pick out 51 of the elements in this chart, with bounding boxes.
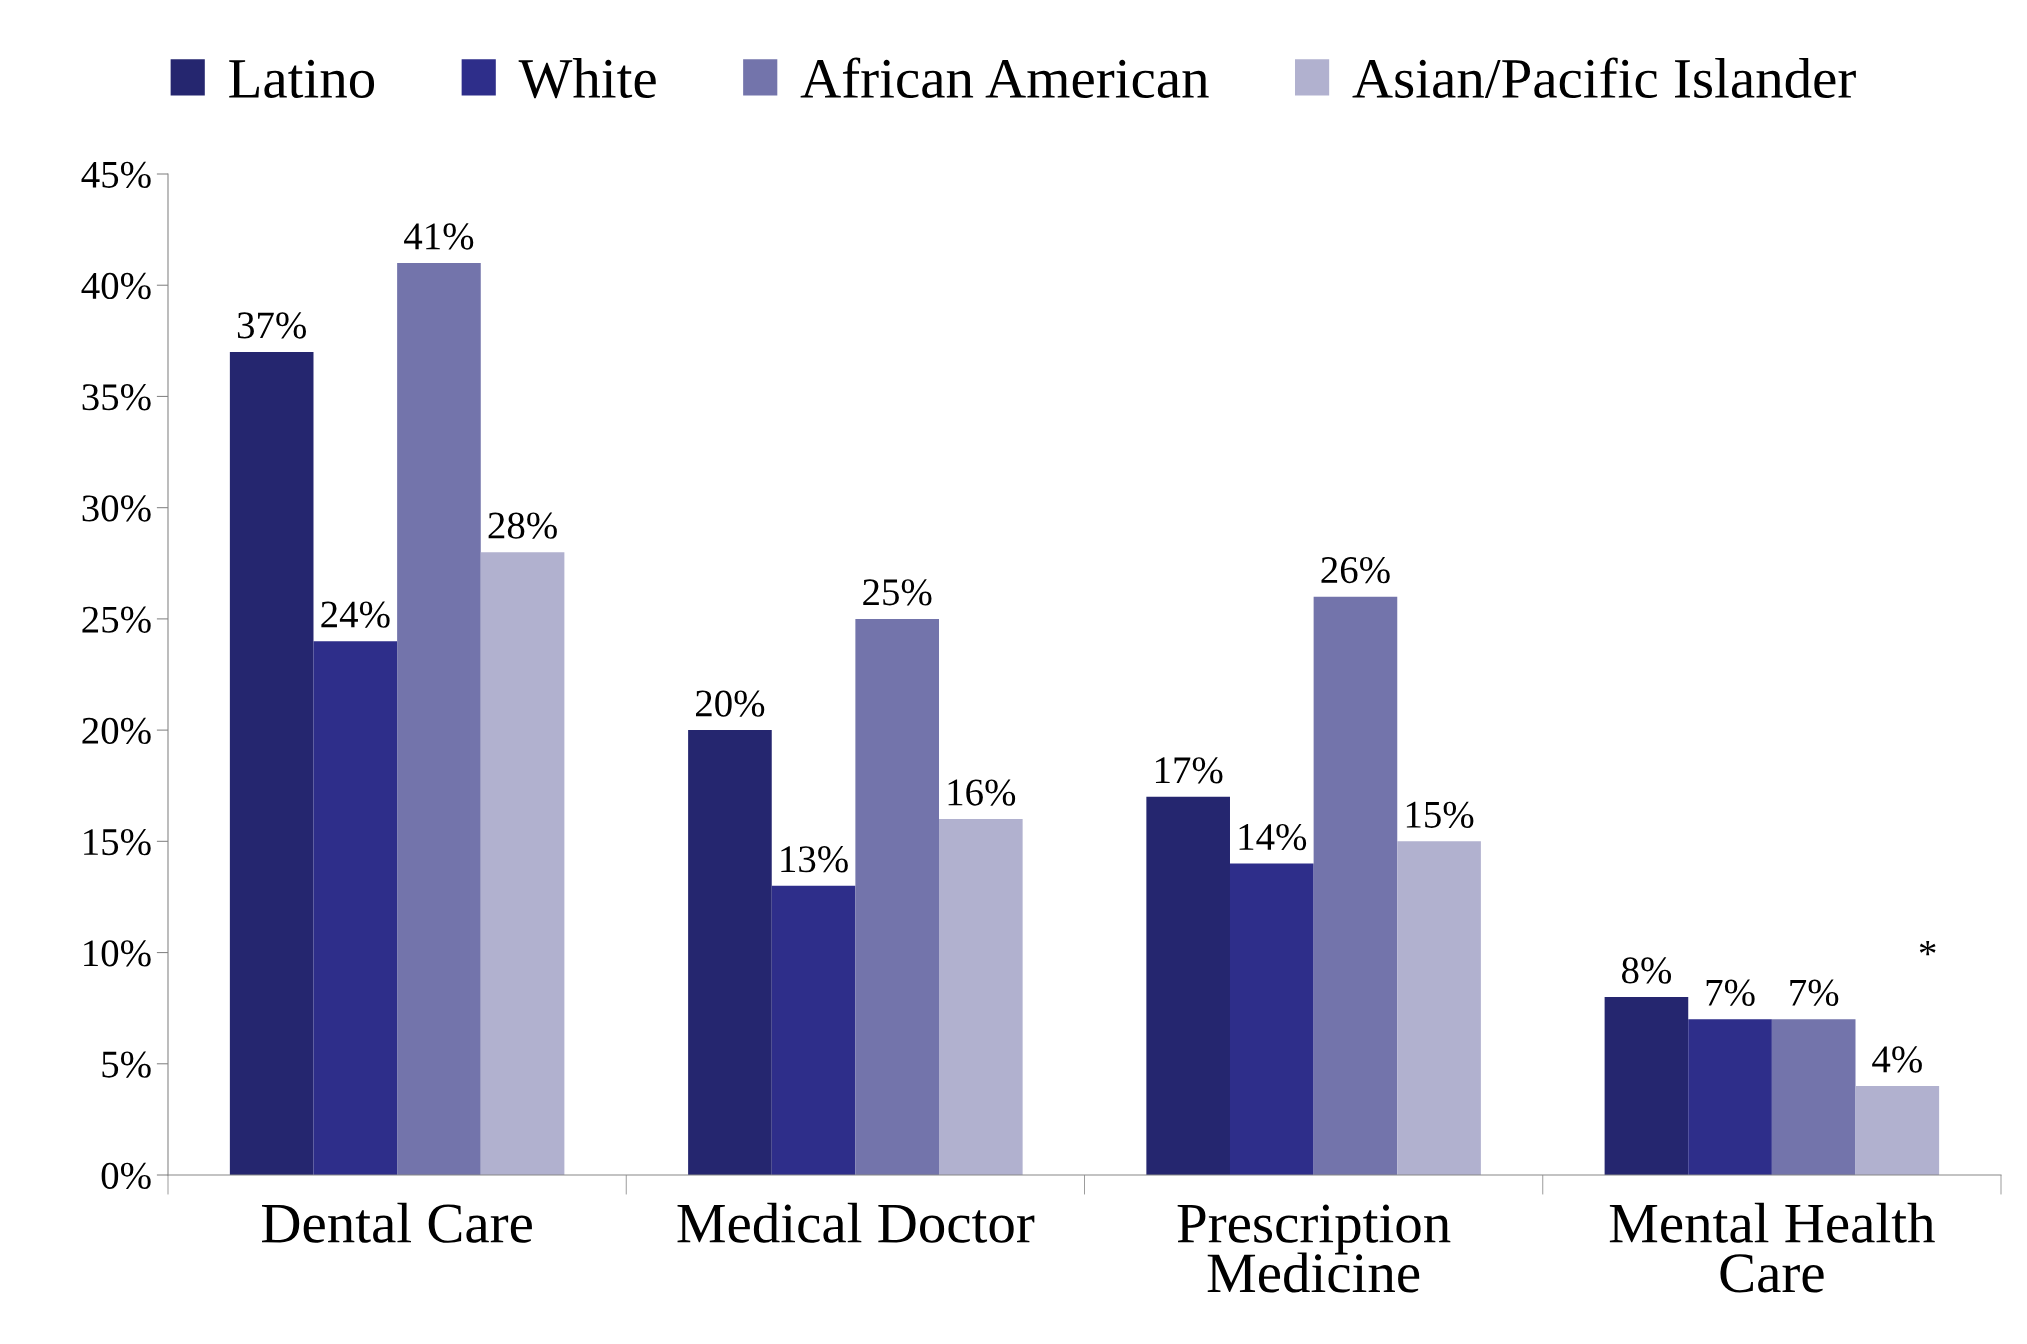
y-tick-label: 5% [102, 1051, 151, 1078]
bar [1397, 841, 1481, 1175]
data-label: 13% [781, 846, 848, 873]
bar [480, 552, 565, 1175]
bar [229, 351, 314, 1175]
data-label: 25% [863, 579, 932, 606]
data-label: 26% [1321, 556, 1390, 584]
data-label: 24% [321, 601, 390, 628]
x-tick-label: Prescription Medicine [1177, 1204, 1451, 1293]
annotation: * [1919, 941, 1936, 956]
bar [1771, 1019, 1856, 1175]
data-label: 14% [1239, 823, 1307, 851]
legend-label: Asian/Pacific Islander [1352, 57, 1856, 99]
y-tick-label: 0% [101, 1162, 151, 1189]
legend-label: Latino [229, 59, 375, 99]
x-tick-label: Medical Doctor [677, 1202, 1035, 1243]
data-label: 28% [488, 512, 557, 539]
data-label: 8% [1621, 957, 1672, 984]
bar [1313, 596, 1398, 1175]
x-tick-label: Mental Health Care [1609, 1202, 1935, 1293]
bar [855, 618, 940, 1175]
bar [313, 641, 398, 1175]
data-label: 4% [1872, 1046, 1922, 1073]
bar [1146, 796, 1230, 1175]
y-tick-label: 15% [84, 828, 151, 856]
bar [397, 262, 481, 1175]
bar [688, 730, 772, 1175]
y-tick-label: 25% [82, 606, 151, 633]
y-tick-label: 10% [84, 940, 151, 967]
y-tick-label: 35% [82, 384, 151, 411]
bar [1229, 863, 1314, 1175]
data-label: 41% [404, 223, 474, 250]
legend-label: White [518, 57, 656, 99]
bar [771, 885, 856, 1175]
y-tick-label: 45% [81, 161, 151, 188]
x-tick-label: Dental Care [262, 1202, 532, 1243]
bar [1688, 1019, 1772, 1175]
data-label: 7% [1790, 979, 1839, 1006]
bar [939, 819, 1023, 1175]
bar [1604, 997, 1689, 1175]
data-label: 17% [1155, 757, 1223, 784]
data-label: 37% [237, 312, 306, 339]
y-tick-label: 40% [81, 272, 151, 300]
data-label: 16% [948, 779, 1016, 806]
y-tick-label: 20% [82, 717, 151, 745]
legend-label: African American [800, 57, 1209, 99]
data-label: 15% [1406, 801, 1474, 829]
y-tick-label: 30% [82, 495, 151, 522]
bar [1855, 1086, 1940, 1175]
data-label: 7% [1706, 979, 1755, 1006]
data-label: 20% [696, 690, 765, 717]
